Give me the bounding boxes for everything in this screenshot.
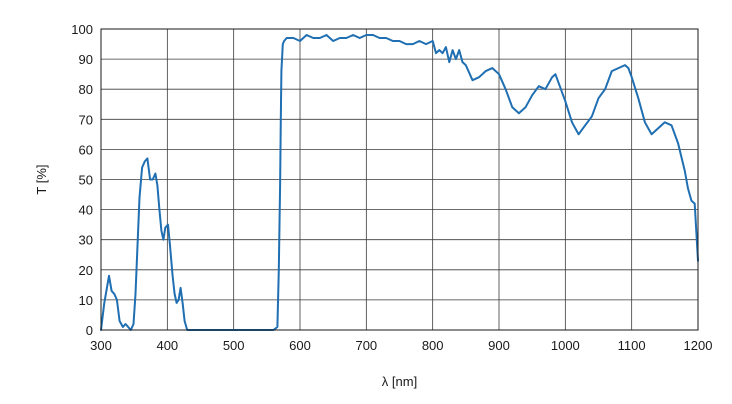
series-layer (100, 34, 699, 331)
x-tick-label: 1000 (551, 338, 580, 353)
x-tick-label: 700 (355, 338, 377, 353)
x-tick-label: 800 (422, 338, 444, 353)
x-tick-label: 900 (488, 338, 510, 353)
y-tick-label: 90 (79, 52, 93, 67)
y-tick-label: 100 (71, 22, 93, 37)
x-tick-label: 300 (90, 338, 112, 353)
y-tick-label: 30 (79, 233, 93, 248)
y-tick-label: 70 (79, 112, 93, 127)
y-tick-labels: 0 10 20 30 40 50 60 70 80 90 100 (71, 22, 93, 338)
y-tick-label: 0 (86, 323, 93, 338)
y-tick-label: 50 (79, 173, 93, 188)
y-tick-label: 20 (79, 263, 93, 278)
x-axis-label: λ [nm] (382, 374, 417, 389)
x-tick-label: 1200 (684, 338, 713, 353)
x-tick-label: 1100 (618, 338, 646, 353)
x-tick-label: 600 (289, 338, 311, 353)
plot-frame (100, 28, 699, 331)
y-tick-label: 10 (79, 293, 93, 308)
y-tick-label: 40 (79, 203, 93, 218)
y-tick-label: 80 (79, 82, 93, 97)
x-tick-labels: 300 400 500 600 700 800 900 1000 1100 1200 (90, 338, 712, 353)
y-axis-label: T [%] (34, 164, 49, 194)
x-tick-label: 500 (223, 338, 245, 353)
transmission-series-line (100, 34, 699, 331)
x-tick-label: 400 (156, 338, 178, 353)
grid (100, 28, 699, 331)
y-tick-label: 60 (79, 142, 93, 157)
